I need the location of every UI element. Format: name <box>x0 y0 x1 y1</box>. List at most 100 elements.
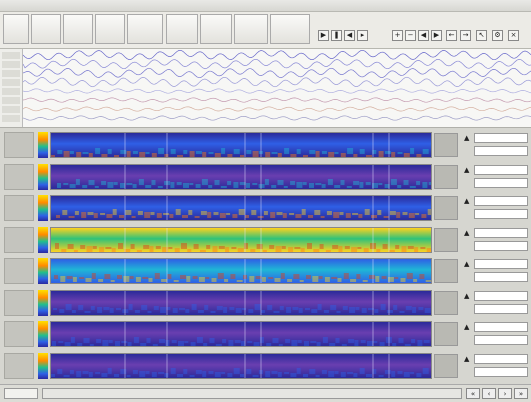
spectrogram-cell <box>125 210 132 215</box>
forward-icon[interactable]: ▸ <box>357 30 368 41</box>
row-setting-field[interactable] <box>474 272 528 282</box>
toolbar-button-7[interactable] <box>200 14 232 44</box>
spectrogram-cell <box>132 369 138 374</box>
spectrogram-plot[interactable] <box>50 226 432 253</box>
spectrogram-plot[interactable] <box>50 352 432 379</box>
prev-page-button[interactable]: ‹ <box>482 388 496 399</box>
spectrogram-cell <box>298 307 303 313</box>
up-arrow-icon[interactable]: ▲ <box>464 134 470 142</box>
toolbar-button-4[interactable] <box>95 14 125 44</box>
spectrogram-cell <box>139 370 146 377</box>
time-scrollbar[interactable] <box>42 388 462 399</box>
row-channel-field[interactable] <box>474 353 528 364</box>
row-channel-field[interactable] <box>474 164 528 175</box>
row-handle[interactable] <box>4 195 34 221</box>
row-channel-field[interactable] <box>474 290 528 301</box>
spectrogram-cell <box>220 185 227 188</box>
spectrogram-cell <box>340 179 345 185</box>
up-arrow-icon[interactable]: ▲ <box>464 260 470 268</box>
next-page-button[interactable]: › <box>498 388 512 399</box>
spectrogram-cell <box>223 306 228 313</box>
row-handle[interactable] <box>4 258 34 284</box>
toolbar-button-6[interactable] <box>166 14 198 44</box>
up-arrow-icon[interactable]: ▲ <box>464 197 470 205</box>
spectrogram-cell <box>339 212 344 215</box>
color-scale <box>38 321 48 347</box>
spectrogram-cell <box>368 307 374 310</box>
row-handle[interactable] <box>4 289 34 316</box>
row-handle[interactable] <box>4 352 34 379</box>
settings-icon[interactable]: ⚙ <box>492 30 503 41</box>
toolbar-button-5[interactable] <box>127 14 163 44</box>
row-setting-field[interactable] <box>474 177 528 188</box>
toolbar-button-8[interactable] <box>234 14 268 44</box>
last-page-button[interactable]: » <box>514 388 528 399</box>
spectrogram-cell <box>252 151 259 157</box>
spectrogram-cell <box>347 371 354 374</box>
spectrogram-cell <box>356 274 361 279</box>
spectrogram-plot[interactable] <box>50 321 432 347</box>
row-setting-field[interactable] <box>474 303 528 314</box>
row-channel-field[interactable] <box>474 322 528 332</box>
toolbar-button-3[interactable] <box>63 14 93 44</box>
up-arrow-icon[interactable]: ▲ <box>464 291 470 300</box>
spectrogram-cell <box>337 278 342 282</box>
spectrogram-cell <box>95 371 101 374</box>
toolbar-button-1[interactable] <box>3 14 29 44</box>
row-setting-field[interactable] <box>474 240 528 251</box>
spectrogram-cell <box>162 246 169 252</box>
up-arrow-icon[interactable]: ▲ <box>464 354 470 363</box>
row-summary-box <box>434 353 458 378</box>
spectrogram-cell <box>359 149 365 154</box>
spectrogram-cell <box>175 209 181 215</box>
spectrogram-cell <box>90 305 95 310</box>
right-arrow-icon[interactable]: → <box>460 30 471 41</box>
spectrogram-cell <box>188 210 193 215</box>
row-setting-field[interactable] <box>474 335 528 345</box>
spectrogram-cell <box>138 178 144 185</box>
row-handle[interactable] <box>4 132 34 158</box>
up-arrow-icon[interactable]: ▲ <box>464 165 470 174</box>
rewind-icon[interactable]: ◀ <box>344 30 355 41</box>
spectrogram-cell <box>136 249 142 252</box>
play-icon[interactable]: ▶ <box>318 30 329 41</box>
spectrogram-cell <box>397 184 402 188</box>
spectrogram-cell <box>239 181 246 185</box>
spectrogram-cell <box>412 306 417 313</box>
spectrogram-cell <box>384 369 391 374</box>
spectrogram-cell <box>227 180 232 185</box>
up-arrow-icon[interactable]: ▲ <box>464 323 470 331</box>
cursor-icon[interactable]: ↖ <box>476 30 487 41</box>
toolbar-button-9[interactable] <box>270 14 310 44</box>
first-page-button[interactable]: « <box>466 388 480 399</box>
row-channel-field[interactable] <box>474 196 528 206</box>
row-setting-field[interactable] <box>474 209 528 219</box>
spectrogram-cell <box>62 210 68 215</box>
skip-forward-icon[interactable]: ▶ <box>431 30 442 41</box>
spectrogram-plot[interactable] <box>50 132 432 158</box>
spectrogram-plot[interactable] <box>50 195 432 221</box>
up-arrow-icon[interactable]: ▲ <box>464 228 470 237</box>
close-icon[interactable]: × <box>508 30 519 41</box>
spectrogram-plot[interactable] <box>50 289 432 316</box>
spectrogram-cell <box>409 185 416 188</box>
row-channel-field[interactable] <box>474 133 528 143</box>
zoom-out-icon[interactable]: − <box>405 30 416 41</box>
toolbar-button-2[interactable] <box>31 14 61 44</box>
row-handle[interactable] <box>4 321 34 347</box>
spectrogram-cell <box>364 209 370 215</box>
row-setting-field[interactable] <box>474 366 528 377</box>
row-handle[interactable] <box>4 226 34 253</box>
zoom-in-icon[interactable]: + <box>392 30 403 41</box>
skip-back-icon[interactable]: ◀ <box>418 30 429 41</box>
row-channel-field[interactable] <box>474 259 528 269</box>
left-arrow-icon[interactable]: ← <box>446 30 457 41</box>
row-handle[interactable] <box>4 163 34 190</box>
spectrogram-plot[interactable] <box>50 258 432 284</box>
spectrogram-cell <box>217 273 224 279</box>
row-setting-field[interactable] <box>474 146 528 156</box>
pause-icon[interactable]: ❚ <box>331 30 342 41</box>
row-channel-field[interactable] <box>474 227 528 238</box>
spectrogram-cell <box>252 182 258 185</box>
spectrogram-plot[interactable] <box>50 163 432 190</box>
